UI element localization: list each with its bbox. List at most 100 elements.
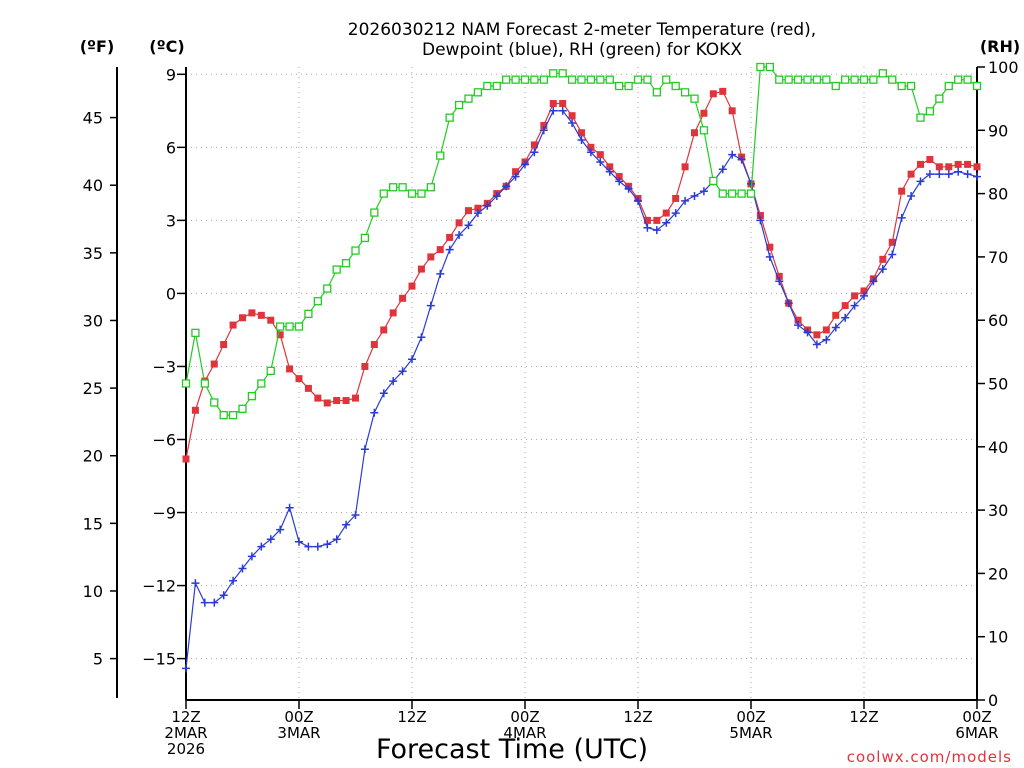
dewpoint-point (615, 177, 624, 186)
rh-point (511, 75, 520, 84)
dewpoint-point (445, 245, 454, 254)
dewpoint-point (483, 201, 492, 210)
celsius-tick-label: −15 (142, 650, 176, 669)
rh-point (379, 189, 388, 198)
dewpoint-point (304, 542, 313, 551)
2-meter-temperature-point (709, 90, 717, 98)
2-meter-temperature-point (879, 255, 887, 263)
time-tick-label: 5MAR (729, 724, 772, 742)
2-meter-temperature-point (822, 326, 830, 334)
2-meter-temperature-point (455, 219, 463, 227)
rh-point (219, 410, 228, 420)
2-meter-temperature-point (888, 238, 896, 246)
rh-tick-label: 70 (988, 248, 1008, 267)
rh-point (784, 75, 793, 84)
dewpoint-point (558, 106, 567, 115)
rh-point (850, 75, 859, 84)
rh-point (313, 297, 322, 306)
chart-title: 2026030212 NAM Forecast 2-meter Temperat… (348, 20, 816, 40)
2-meter-temperature-point (333, 397, 341, 405)
credit-link[interactable]: coolwx.com/models (847, 748, 1012, 766)
2-meter-temperature-point (417, 265, 425, 273)
2-meter-temperature-point (530, 141, 538, 149)
rh-point (417, 189, 426, 198)
2-meter-temperature-point (267, 316, 275, 324)
rh-point (323, 284, 332, 293)
celsius-tick-label: 9 (166, 65, 176, 84)
dewpoint-point (379, 389, 388, 398)
2-meter-temperature-point (841, 302, 849, 310)
dewpoint-point (247, 552, 256, 561)
rh-tick-label: 20 (988, 564, 1008, 583)
rh-point (483, 81, 492, 91)
dewpoint-point (586, 148, 595, 157)
dewpoint-point (398, 367, 407, 376)
2-meter-temperature-point (182, 455, 190, 463)
rh-point (398, 183, 407, 192)
dewpoint-point (681, 196, 690, 205)
rh-point (520, 75, 530, 84)
rh-tick-label: 100 (988, 58, 1019, 77)
2-meter-temperature-point (813, 331, 821, 339)
rh-series (181, 62, 982, 420)
rh-point (615, 81, 624, 91)
2-meter-temperature-point (304, 384, 312, 392)
fahrenheit-tick-label: 35 (83, 244, 103, 263)
dewpoint-point (417, 333, 426, 342)
dewpoint-line (185, 110, 978, 669)
celsius-tick-label: 6 (166, 138, 176, 157)
dewpoint-point (897, 213, 906, 222)
2-meter-temperature-point (832, 311, 840, 319)
rh-point (228, 410, 238, 420)
2-meter-temperature-point (926, 156, 934, 164)
2-meter-temperature-point (898, 187, 906, 195)
dewpoint-point (408, 355, 416, 364)
2-meter-temperature-point (220, 341, 228, 349)
time-tick-label: 12Z (171, 708, 200, 726)
rh-point (728, 189, 737, 198)
dewpoint-point (737, 155, 746, 164)
fahrenheit-tick-label: 20 (83, 447, 103, 466)
fahrenheit-tick-label: 10 (83, 582, 103, 601)
2-meter-temperature-point (559, 100, 567, 108)
2-meter-temperature-point (465, 207, 472, 215)
2-meter-temperature-point (370, 341, 378, 349)
rh-point (680, 88, 690, 97)
rh-point (247, 392, 257, 401)
dewpoint-point (191, 579, 200, 588)
rh-point (200, 379, 209, 388)
dewpoint-point (229, 576, 238, 585)
rh-point (191, 328, 200, 338)
dewpoint-point (634, 196, 642, 205)
dewpoint-point (935, 170, 944, 179)
2-meter-temperature-point (672, 194, 680, 202)
rh-point (558, 69, 567, 78)
dewpoint-point (511, 172, 520, 181)
2-meter-temperature-point (728, 107, 736, 115)
2-meter-temperature-point (380, 326, 388, 334)
rh-point (370, 208, 379, 217)
dewpoint-point (436, 269, 445, 278)
dewpoint-point (539, 126, 548, 135)
2-meter-temperature-point (210, 360, 218, 368)
rh-point (624, 81, 633, 91)
rh-point (210, 398, 219, 407)
rh-point (445, 113, 454, 122)
dewpoint-point (455, 231, 464, 239)
fahrenheit-tick-label: 30 (83, 311, 103, 330)
2-meter-temperature-series (182, 87, 981, 463)
dewpoint-point (342, 520, 351, 529)
time-tick-label: 12Z (849, 708, 878, 726)
dewpoint-point (210, 598, 219, 607)
rh-tick-label: 40 (988, 438, 1008, 457)
dewpoint-point (596, 158, 605, 166)
rh-point (652, 88, 661, 97)
2-meter-temperature-point (954, 160, 962, 168)
dewpoint-point (860, 291, 868, 300)
fahrenheit-axis: 45 40 35 30 25 20 15 10 5 (83, 109, 117, 669)
2-meter-temperature-point (578, 129, 585, 137)
dewpoint-point (624, 184, 633, 193)
2-meter-temperature-point (907, 170, 915, 178)
celsius-tick-label: −6 (152, 430, 176, 449)
